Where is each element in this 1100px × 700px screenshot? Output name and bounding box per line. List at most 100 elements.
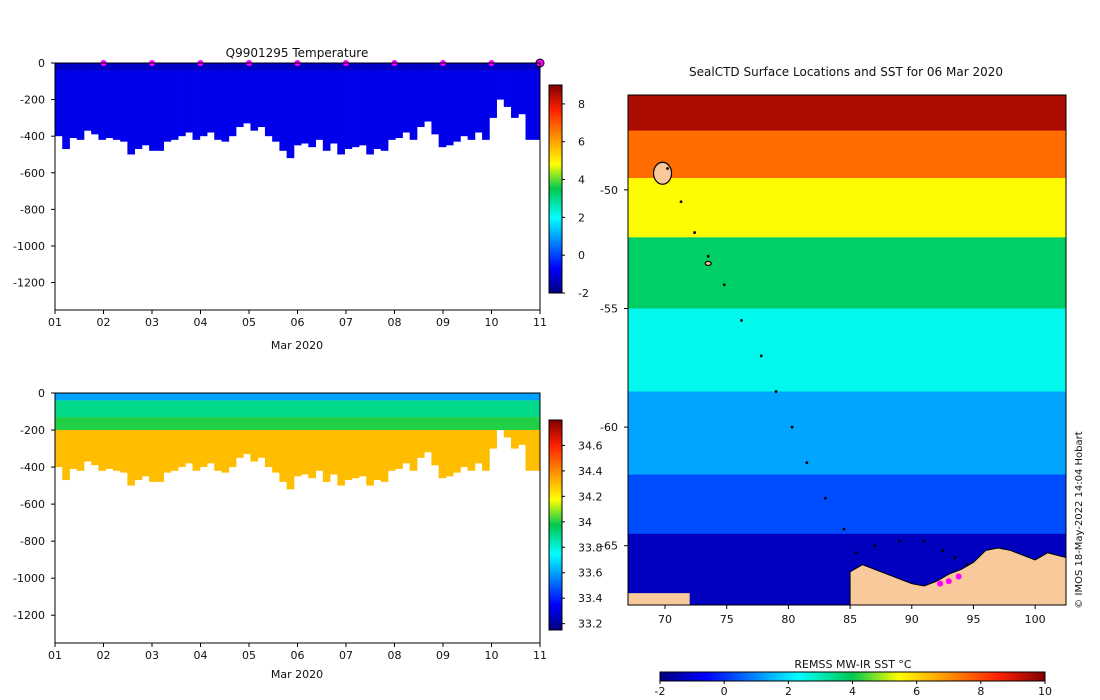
temperature-surface-layer [141,63,150,71]
salinity-layer [221,393,230,401]
colorbar-tick-label: 33.6 [578,567,603,580]
salinity-layer [141,417,150,431]
salinity-layer [402,400,411,418]
temperature-surface-layer [235,63,244,71]
temperature-profile-column [134,63,143,149]
temperature-surface-layer [424,63,432,71]
salinity-layer [170,430,179,471]
temperature-surface-layer [337,63,345,71]
salinity-layer [308,400,316,418]
salinity-layer [402,393,411,401]
x-tick-label: 03 [145,316,159,329]
colorbar-tick-label: 4 [578,174,585,187]
x-tick-label: 02 [97,316,111,329]
temperature-profile-column [199,63,208,137]
salinity-layer [315,393,324,401]
salinity-layer [330,430,338,475]
salinity-layer [489,393,497,401]
salinity-layer [460,400,469,418]
track-point [805,461,809,465]
salinity-layer [474,393,483,401]
salinity-layer [402,430,411,464]
salinity-layer [330,400,338,418]
temperature-profile-column [293,63,302,146]
salinity-layer [112,430,121,471]
salinity-layer [264,417,273,431]
salinity-layer [489,430,497,449]
salinity-layer [424,430,432,453]
salinity-layer [134,400,143,418]
salinity-layer [373,400,382,418]
temperature-profile-column [460,63,469,137]
temperature-surface-layer [301,63,309,71]
salinity-layer [76,430,85,471]
salinity-layer [503,393,512,401]
salinity-layer [199,430,208,468]
salinity-layer [518,400,526,418]
temperature-surface-layer [359,63,367,71]
temperature-surface-layer [344,63,353,71]
salinity-layer [98,430,107,471]
salinity-layer [228,400,237,418]
salinity-layer [264,393,273,401]
temperature-surface-layer [221,63,230,71]
temperature-surface-layer [163,63,172,71]
sst-colorbar: -2 0 2 4 6 8 10 [655,671,1052,698]
salinity-layer [156,400,164,418]
salinity-layer [83,400,92,418]
temperature-profile-column [387,63,396,140]
temperature-colorbar: -2 0 2 4 6 8 [548,84,589,300]
temperature-surface-layer [272,63,280,71]
salinity-layer [243,400,251,418]
salinity-layer [62,430,70,481]
salinity-layer [344,400,353,418]
salinity-layer [445,430,454,477]
temperature-surface-layer [532,63,541,71]
salinity-layer [387,400,396,418]
salinity-layer [409,400,418,418]
sst-colorbar-tick-label: 0 [721,685,728,698]
temperature-surface-layer [279,63,288,71]
temperature-surface-layer [69,63,78,71]
salinity-layer [467,417,476,431]
y-tick-label: 0 [38,387,45,400]
temperature-surface-layer [416,63,425,71]
salinity-layer [395,393,403,401]
salinity-layer [489,417,497,431]
salinity-layer [445,400,454,418]
temperature-surface-layer [315,63,324,71]
track-point [679,200,683,204]
salinity-layer [337,393,345,401]
temperature-profile-column [315,63,324,140]
temperature-profile-column [445,63,454,146]
temperature-surface-layer [264,63,273,71]
salinity-layer [308,430,316,479]
temperature-profile-column [55,63,63,137]
temperature-profile-column [453,63,461,142]
temperature-surface-layer [489,63,497,71]
salinity-layer [91,400,99,418]
colorbar-tick-label: 34.4 [578,465,603,478]
colorbar-gradient [548,419,563,631]
x-tick-label: 07 [339,649,353,662]
temperature-surface-layer [453,63,461,71]
salinity-layer [134,430,143,481]
temperature-profile-column [482,63,490,140]
temperature-profile-column [503,63,512,107]
temperature-profile-column [518,63,526,115]
y-tick-label: -200 [20,424,45,437]
track-point [666,167,669,170]
salinity-layer [69,400,78,418]
salinity-layer [221,417,230,431]
colorbar-tick-label: -2 [578,287,589,300]
temperature-surface-layer [293,63,302,71]
salinity-layer [214,417,222,431]
temperature-surface-layer [496,63,505,71]
salinity-layer [98,400,107,418]
x-tick-label: 03 [145,649,159,662]
salinity-layer [112,417,121,431]
salinity-layer [453,400,461,418]
salinity-layer [460,430,469,468]
salinity-layer [178,393,186,401]
lat-tick-label: -65 [600,540,618,553]
